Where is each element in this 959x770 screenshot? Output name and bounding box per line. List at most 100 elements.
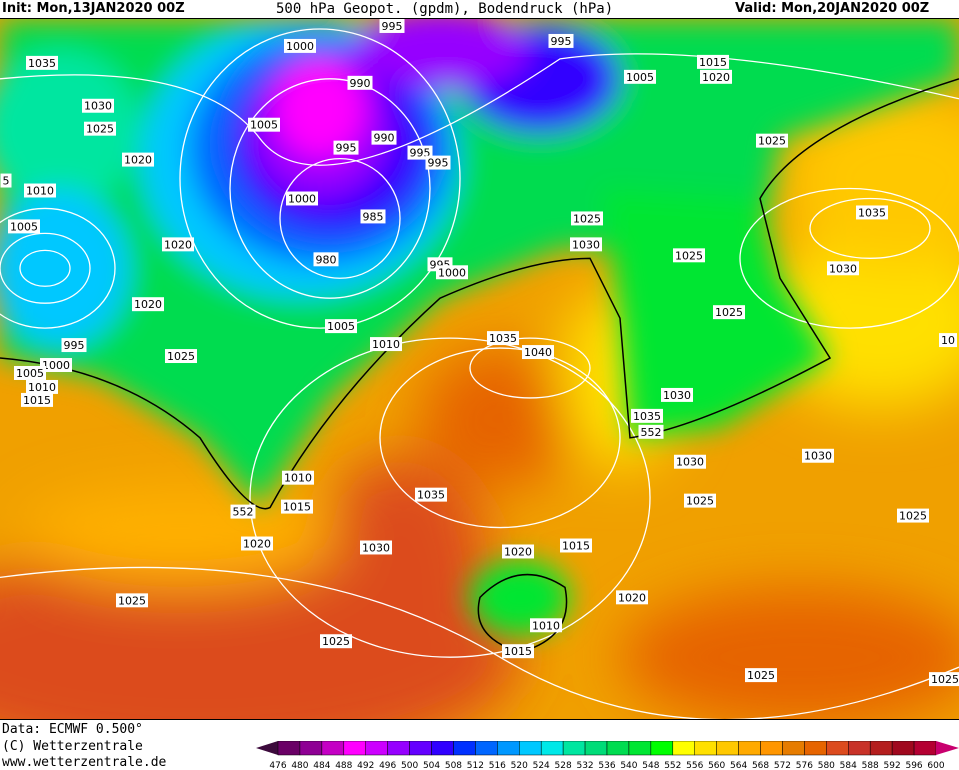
svg-text:1020: 1020 bbox=[618, 591, 646, 604]
svg-text:1030: 1030 bbox=[572, 238, 600, 251]
legend-swatch bbox=[321, 741, 345, 756]
isobar-label: 1030 bbox=[827, 261, 859, 275]
legend-tick-label: 536 bbox=[598, 761, 615, 770]
isobar-label: 1020 bbox=[162, 237, 194, 251]
isobar-label: 1005 bbox=[248, 117, 280, 132]
isobar-label: 1005 bbox=[624, 69, 656, 84]
svg-text:1025: 1025 bbox=[167, 350, 195, 363]
svg-text:1000: 1000 bbox=[288, 192, 316, 205]
legend-tick-label: 488 bbox=[335, 761, 352, 770]
svg-text:1020: 1020 bbox=[164, 238, 192, 251]
isobar-label: 1030 bbox=[674, 454, 706, 469]
legend-swatch bbox=[540, 741, 564, 756]
isobar-label: 995 bbox=[548, 33, 574, 48]
svg-text:1035: 1035 bbox=[858, 206, 886, 219]
isobar-label: 1030 bbox=[360, 540, 392, 554]
svg-text:1015: 1015 bbox=[699, 56, 727, 69]
svg-text:1025: 1025 bbox=[322, 635, 350, 648]
legend-swatch bbox=[409, 741, 432, 756]
legend-tick-label: 552 bbox=[664, 761, 681, 770]
legend-swatch bbox=[365, 741, 388, 756]
legend-tick-label: 532 bbox=[576, 761, 593, 770]
isobar-label: 1000 bbox=[286, 191, 318, 205]
isobar-label: 1015 bbox=[21, 392, 53, 407]
legend-swatch bbox=[694, 741, 717, 756]
isobar-label: 1025 bbox=[684, 493, 716, 508]
legend-tick-label: 560 bbox=[708, 761, 725, 770]
legend-tick-label: 592 bbox=[884, 761, 901, 770]
chart-title: 500 hPa Geopot. (gpdm), Bodendruck (hPa) bbox=[276, 1, 614, 17]
isobar-label: 1035 bbox=[856, 205, 888, 219]
svg-text:1020: 1020 bbox=[702, 71, 730, 84]
isobar-label: 1035 bbox=[631, 408, 663, 423]
svg-text:1015: 1015 bbox=[283, 501, 311, 514]
svg-text:1010: 1010 bbox=[28, 381, 56, 394]
legend-swatch bbox=[891, 741, 915, 756]
isobar-label: 1010 bbox=[370, 337, 402, 351]
legend-swatch bbox=[497, 741, 520, 756]
legend-swatch bbox=[387, 741, 410, 756]
legend-tick-label: 596 bbox=[905, 761, 922, 770]
552-contour bbox=[0, 78, 959, 510]
svg-text:1010: 1010 bbox=[26, 185, 54, 198]
svg-text:990: 990 bbox=[374, 132, 395, 145]
svg-text:1025: 1025 bbox=[747, 669, 775, 682]
legend-swatch bbox=[584, 741, 608, 756]
svg-text:980: 980 bbox=[316, 253, 337, 266]
legend-swatch bbox=[826, 741, 849, 756]
svg-text:1025: 1025 bbox=[758, 135, 786, 148]
svg-text:995: 995 bbox=[64, 339, 85, 352]
isobar-label: 1025 bbox=[897, 508, 929, 523]
svg-text:1025: 1025 bbox=[715, 306, 743, 319]
isobar-label: 1010 bbox=[24, 183, 56, 198]
isobar-label: 1005 bbox=[8, 219, 40, 233]
isobar-label: 1025 bbox=[929, 672, 959, 686]
data-source: Data: ECMWF 0.500° bbox=[2, 722, 143, 737]
svg-text:1030: 1030 bbox=[804, 450, 832, 463]
isobar-label: 995 bbox=[425, 155, 451, 170]
svg-text:1030: 1030 bbox=[676, 456, 704, 469]
isobar-label: 1020 bbox=[616, 590, 648, 604]
isobar-label: 1015 bbox=[502, 644, 534, 658]
legend-tick-label: 564 bbox=[730, 761, 747, 770]
valid-time: Valid: Mon,20JAN2020 00Z bbox=[735, 1, 930, 16]
isobar-label: 1035 bbox=[415, 487, 447, 502]
svg-text:1020: 1020 bbox=[504, 545, 532, 558]
legend-swatch bbox=[606, 741, 630, 756]
svg-text:1035: 1035 bbox=[28, 57, 56, 70]
legend-tick-label: 540 bbox=[620, 761, 637, 770]
svg-text:1040: 1040 bbox=[524, 346, 552, 359]
website-link[interactable]: www.wetterzentrale.de bbox=[2, 755, 167, 770]
isobar-label: 1020 bbox=[502, 544, 534, 558]
isobar-label: 1030 bbox=[661, 387, 693, 402]
isobar-label: 1025 bbox=[320, 634, 352, 648]
legend-swatch bbox=[475, 741, 498, 756]
svg-text:1025: 1025 bbox=[686, 495, 714, 508]
svg-text:1020: 1020 bbox=[243, 538, 271, 551]
svg-text:1025: 1025 bbox=[931, 673, 959, 686]
legend-swatch bbox=[277, 741, 301, 756]
isobar-label: 10 bbox=[939, 333, 957, 347]
isobar-label: 552 bbox=[638, 424, 664, 439]
svg-text:1035: 1035 bbox=[489, 332, 517, 345]
isobar-label: 1030 bbox=[82, 98, 114, 113]
svg-text:995: 995 bbox=[336, 142, 357, 155]
isobar-label: 1025 bbox=[165, 349, 197, 363]
isobar-label: 1005 bbox=[325, 319, 357, 333]
legend-tick-label: 548 bbox=[642, 761, 659, 770]
isobar-label: 1030 bbox=[570, 237, 602, 251]
svg-text:1010: 1010 bbox=[532, 619, 560, 632]
legend-tick-label: 584 bbox=[840, 761, 857, 770]
svg-text:1005: 1005 bbox=[16, 367, 44, 380]
isobar-label: 1025 bbox=[116, 593, 148, 607]
legend-over-arrow bbox=[936, 741, 959, 755]
legend-tick-label: 556 bbox=[686, 761, 703, 770]
legend-tick-label: 496 bbox=[379, 761, 396, 770]
legend-tick-label: 504 bbox=[423, 761, 440, 770]
isobar-label: 990 bbox=[371, 130, 397, 145]
svg-text:1030: 1030 bbox=[663, 389, 691, 402]
isobar-label: 1035 bbox=[487, 331, 519, 345]
legend-swatch bbox=[628, 741, 652, 756]
svg-text:1035: 1035 bbox=[417, 489, 445, 502]
